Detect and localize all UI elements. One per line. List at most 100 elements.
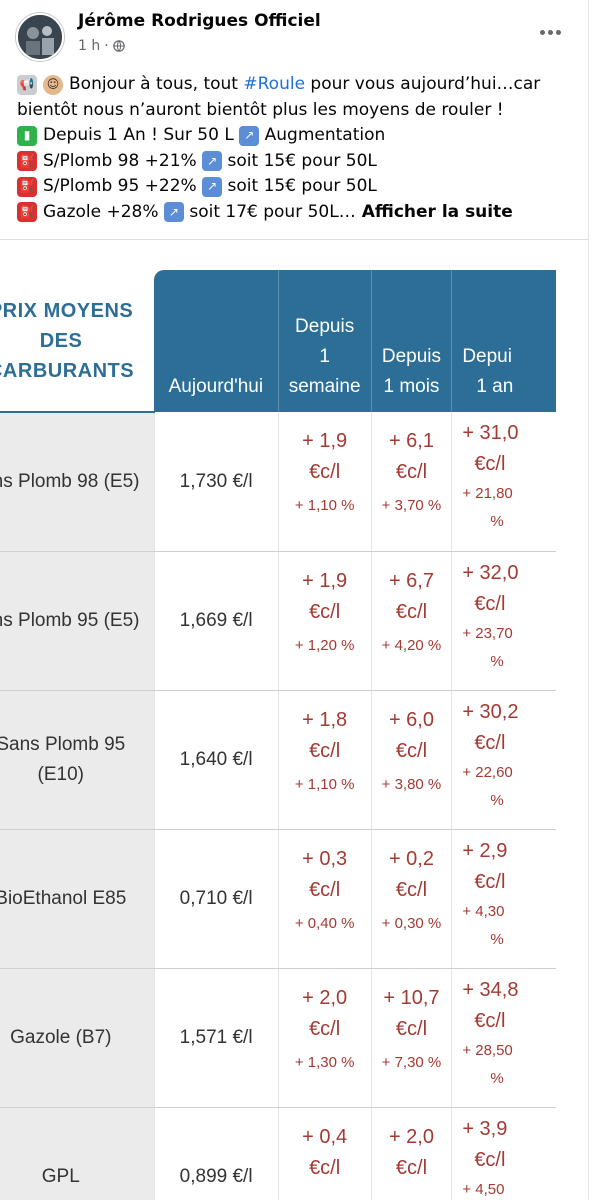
text-segment: soit 15€ pour 50L [222,150,377,171]
change-value-line: €c/l [395,601,428,623]
fuel-name: ans Plomb 98 (E5) [0,412,155,552]
column-header-week: Depuis 1 semaine [277,270,372,412]
avatar[interactable] [16,13,64,61]
change-value-line: €c/l [474,1010,506,1032]
post-meta: 1 h · [78,38,125,54]
change-value-line: €c/l [309,740,341,762]
more-options-button[interactable] [538,20,562,44]
post-text-line: 📢 ☺ Bonjour à tous, tout #Roule pour vou… [17,72,577,98]
text-segment: S/Plomb 95 +22% [43,176,203,196]
change-value-line: + 3,9 [462,1118,508,1140]
fuel-pump-icon: ⛽ [17,202,37,223]
change-value-line: €c/l [474,1149,506,1171]
column-header-line: Depuis [295,316,355,337]
text-segment: soit 17€ pour 50L… [183,201,356,222]
price-today: 0,899 €/l [153,1107,279,1200]
post-text-line: ⛽ S/Plomb 98 +21% ↗ soit 15€ pour 50L [17,149,577,175]
change-percent: + 3,80 % [381,776,442,793]
change-value-line: €c/l [309,1157,341,1179]
change-percent: + 1,30 % [294,1054,355,1071]
change-percent: + 3,70 % [381,497,442,514]
column-header-today: Aujourd'hui [154,270,279,412]
see-more-link[interactable]: Afficher la suite [361,201,513,222]
table-row: ans Plomb 95 (E5) 1,669 €/l + 1,9 €c/l + 1,2… [0,551,556,691]
table-header-row: PRIX MOYENS DES CARBURANTS Aujourd'hui D… [0,270,556,413]
change-week: + 2,0 €c/l + 1,30 % [277,968,372,1108]
fuel-name-line: Gazole (B7) [10,1027,112,1048]
change-value-line: + 2,0 [302,987,348,1009]
change-value-line: €c/l [395,740,428,762]
price-today: 1,640 €/l [153,690,279,830]
change-value-line: €c/l [395,1018,428,1040]
change-month: + 10,7 €c/l + 7,30 % [370,968,452,1108]
column-header-month: Depuis 1 mois [370,270,452,412]
change-week: + 1,9 €c/l + 1,20 % [277,551,372,691]
post-time[interactable]: 1 h [78,38,101,54]
dot-icon [547,29,553,35]
change-value-line: €c/l [309,1018,341,1040]
dot-icon [555,29,561,35]
change-week: + 1,9 €c/l + 1,10 % [277,412,372,552]
change-percent-line: % [490,931,504,948]
table-title-line: DES [39,329,83,352]
post-text-line: ⛽ Gazole +28% ↗ soit 17€ pour 50L… Affic… [17,200,577,226]
change-value-line: + 31,0 [462,422,519,444]
change-value-line: + 0,4 [302,1126,348,1148]
table-row: Sans Plomb 95 (E10) 1,640 €/l + 1,8 €c/l + 1,… [0,690,556,830]
change-percent-line: % [490,513,504,530]
change-value-line: €c/l [474,871,506,893]
change-value-line: + 6,1 [388,430,434,452]
column-header-line: Depui [462,346,512,367]
up-right-arrow-icon: ↗ [202,151,223,172]
up-right-arrow-icon: ↗ [202,176,223,197]
change-percent-line: % [490,653,504,670]
change-percent-line: + 4,50 [462,1181,505,1198]
change-week: + 0,3 €c/l + 0,40 % [277,829,372,969]
change-percent-line: + 4,30 [462,903,505,920]
text-segment: Augmentation [259,125,386,145]
fuel-name: GPL [0,1107,155,1200]
price-today: 1,669 €/l [153,551,279,691]
up-right-arrow-icon: ↗ [163,202,184,223]
change-percent-line: + 28,50 [462,1042,513,1059]
column-header-line: Depuis [381,346,442,367]
change-percent: + 7,30 % [381,1054,442,1071]
fuel-pump-icon: ⛽ [17,151,37,172]
change-year: + 31,0 €c/l + 21,80% [451,412,556,552]
man-icon: ☺ [43,74,63,95]
post-text: 📢 ☺ Bonjour à tous, tout #Roule pour vou… [17,72,577,225]
change-value-line: + 32,0 [462,562,519,584]
change-month: + 6,1 €c/l + 3,70 % [370,412,452,552]
fuel-name-line: GPL [41,1166,80,1187]
dot-icon [539,29,545,35]
change-value-line: €c/l [474,593,506,615]
change-value-line: + 2,9 [462,840,508,862]
change-year: + 30,2 €c/l + 22,60% [451,690,556,830]
change-year: + 32,0 €c/l + 23,70% [451,551,556,691]
price-today: 1,730 €/l [153,412,279,552]
change-value-line: + 10,7 [383,987,440,1009]
meta-separator: · [104,38,109,54]
table-row: GPL 0,899 €/l + 0,4 €c/l + 2,0 €c/l + 3,9 €c/l +… [0,1107,556,1200]
change-percent-line: + 21,80 [462,485,513,502]
price-today: 0,710 €/l [153,829,279,969]
table-title-line: PRIX MOYENS [0,299,134,322]
text-segment: Bonjour à tous, tout [69,74,244,94]
change-percent-line: + 22,60 [462,764,513,781]
change-value-line: + 2,0 [388,1126,434,1148]
text-segment: bientôt nous n’auront bientôt plus les m… [17,99,504,120]
column-header-line: 1 [319,346,330,367]
change-percent: + 1,10 % [294,497,355,514]
author-name[interactable]: Jérôme Rodrigues Officiel [78,11,321,31]
hashtag-link[interactable]: #Roule [243,74,306,94]
change-value-line: €c/l [309,461,341,483]
change-value-line: + 6,7 [388,570,434,592]
fuel-name-line: ans Plomb 95 (E5) [0,610,140,631]
fuel-name-line: (E10) [37,764,85,785]
change-value-line: + 1,9 [302,430,348,452]
change-value-line: + 6,0 [388,709,434,731]
column-header-line: Aujourd'hui [168,376,264,397]
post-image[interactable]: PRIX MOYENS DES CARBURANTS Aujourd'hui D… [0,240,588,1200]
text-segment: pour vous aujourd’hui…car [305,74,541,94]
column-header-year: Depui 1 an [451,270,556,412]
